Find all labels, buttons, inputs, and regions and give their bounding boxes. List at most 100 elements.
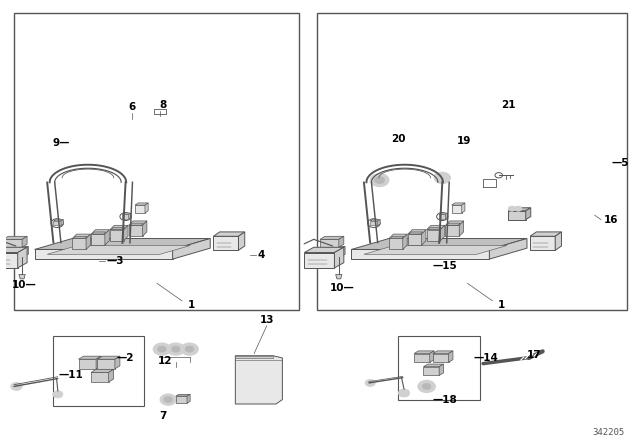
Text: 16: 16: [604, 215, 619, 224]
Polygon shape: [122, 213, 131, 214]
Polygon shape: [403, 234, 407, 250]
Polygon shape: [422, 230, 426, 245]
Circle shape: [418, 380, 435, 392]
Polygon shape: [236, 356, 282, 404]
Polygon shape: [35, 238, 211, 250]
Polygon shape: [18, 247, 27, 268]
Polygon shape: [91, 234, 105, 245]
Polygon shape: [339, 236, 344, 247]
Text: —5: —5: [612, 158, 629, 168]
Polygon shape: [124, 225, 128, 241]
Text: 17: 17: [527, 350, 541, 360]
Polygon shape: [129, 221, 147, 225]
Polygon shape: [61, 220, 63, 225]
Polygon shape: [35, 250, 173, 259]
Polygon shape: [445, 221, 463, 225]
Bar: [54, 336, 145, 406]
Polygon shape: [370, 220, 380, 221]
Circle shape: [160, 394, 177, 405]
Polygon shape: [19, 275, 25, 279]
Polygon shape: [508, 211, 525, 220]
Polygon shape: [3, 236, 27, 239]
Polygon shape: [414, 351, 434, 353]
Polygon shape: [333, 250, 337, 260]
Text: —11: —11: [58, 370, 83, 380]
Text: —18: —18: [433, 395, 458, 405]
Polygon shape: [105, 230, 109, 245]
Text: 10—: 10—: [330, 283, 355, 293]
Polygon shape: [445, 225, 460, 236]
Circle shape: [53, 391, 63, 398]
Circle shape: [515, 206, 522, 211]
Polygon shape: [433, 353, 449, 362]
Text: 12: 12: [158, 356, 172, 366]
Polygon shape: [239, 232, 244, 250]
Polygon shape: [3, 239, 22, 247]
Polygon shape: [109, 369, 114, 382]
Polygon shape: [16, 250, 21, 260]
Polygon shape: [74, 236, 87, 238]
Polygon shape: [97, 356, 120, 359]
Polygon shape: [79, 359, 96, 369]
Text: 7: 7: [159, 410, 167, 421]
Text: 21: 21: [501, 100, 515, 110]
Polygon shape: [129, 213, 131, 219]
Polygon shape: [213, 236, 239, 250]
Polygon shape: [0, 247, 27, 253]
Circle shape: [11, 383, 22, 390]
Polygon shape: [143, 221, 147, 236]
Polygon shape: [427, 225, 445, 230]
Circle shape: [422, 383, 431, 389]
Polygon shape: [439, 364, 444, 375]
Polygon shape: [440, 225, 445, 241]
Text: —14: —14: [474, 353, 499, 363]
Circle shape: [172, 346, 180, 352]
Text: 9—: 9—: [53, 138, 70, 148]
Circle shape: [370, 173, 389, 187]
Polygon shape: [54, 220, 63, 221]
Polygon shape: [72, 234, 90, 238]
Text: 1: 1: [188, 300, 195, 310]
Polygon shape: [326, 249, 340, 257]
Polygon shape: [433, 351, 453, 353]
Polygon shape: [340, 246, 345, 257]
Polygon shape: [135, 203, 148, 205]
Polygon shape: [414, 353, 430, 362]
Polygon shape: [364, 246, 507, 254]
Polygon shape: [110, 230, 124, 241]
Circle shape: [374, 177, 385, 184]
Polygon shape: [508, 208, 531, 211]
Polygon shape: [530, 232, 561, 236]
Polygon shape: [47, 246, 190, 254]
Polygon shape: [176, 396, 187, 403]
Polygon shape: [555, 232, 561, 250]
Polygon shape: [135, 205, 145, 213]
Polygon shape: [213, 232, 244, 236]
Text: 13: 13: [259, 315, 274, 325]
Polygon shape: [86, 234, 90, 250]
Polygon shape: [525, 208, 531, 220]
Text: 8: 8: [159, 100, 167, 110]
Polygon shape: [378, 220, 380, 225]
Polygon shape: [439, 213, 447, 214]
Polygon shape: [187, 394, 190, 403]
Polygon shape: [236, 356, 273, 358]
Polygon shape: [173, 238, 211, 259]
Text: —3: —3: [107, 256, 124, 266]
Polygon shape: [91, 230, 109, 234]
Polygon shape: [389, 238, 403, 250]
Polygon shape: [122, 214, 129, 219]
Polygon shape: [304, 247, 344, 253]
Text: —15: —15: [433, 261, 458, 271]
Polygon shape: [23, 246, 28, 257]
Polygon shape: [96, 356, 101, 369]
Circle shape: [508, 206, 516, 211]
Polygon shape: [424, 364, 444, 366]
Polygon shape: [424, 366, 439, 375]
Polygon shape: [176, 394, 190, 396]
Polygon shape: [111, 228, 125, 230]
Circle shape: [157, 346, 166, 352]
Text: 19: 19: [457, 136, 472, 146]
Polygon shape: [370, 221, 378, 225]
Polygon shape: [115, 356, 120, 369]
